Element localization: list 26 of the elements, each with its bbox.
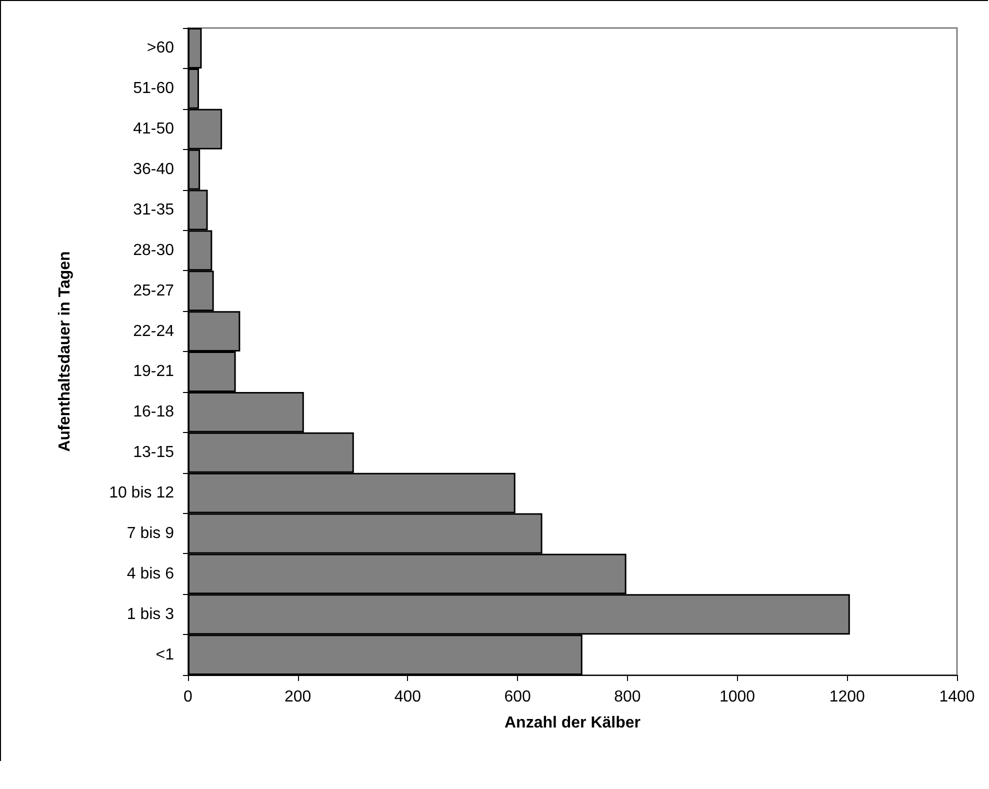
y-tick-label: 13-15 (133, 444, 174, 462)
y-axis-title: Aufenthaltsdauer in Tagen (56, 251, 74, 452)
y-tick-label: 41-50 (133, 120, 174, 138)
y-tick-label: 4 bis 6 (126, 565, 174, 582)
y-tick-label: 51-60 (133, 80, 174, 98)
x-tick-label: 800 (614, 688, 641, 706)
y-tick-label: <1 (156, 646, 174, 664)
y-tick-label: 36-40 (133, 161, 174, 178)
y-tick-label: 31-35 (133, 201, 174, 218)
y-tick-label: 22-24 (133, 322, 174, 340)
x-tick-label: 1400 (939, 688, 975, 706)
y-tick-label: 1 bis 3 (126, 606, 174, 623)
y-tick-label: 19-21 (133, 363, 174, 380)
x-tick-label: 200 (284, 688, 312, 706)
y-tick-label: >60 (146, 40, 174, 57)
y-tick-label: 28-30 (133, 242, 174, 259)
y-tick-label: 7 bis 9 (126, 524, 174, 542)
y-tick-label: 10 bis 12 (109, 484, 174, 502)
x-tick-label: 1000 (719, 688, 756, 706)
x-tick-label: 0 (184, 688, 193, 706)
x-tick-label: 1200 (829, 688, 866, 706)
x-tick-label: 600 (504, 688, 532, 706)
x-tick-label: 400 (394, 688, 422, 706)
y-tick-label: 25-27 (133, 282, 174, 300)
y-tick-label: 16-18 (133, 404, 174, 421)
x-axis-title: Anzahl der Kälber (504, 714, 641, 732)
